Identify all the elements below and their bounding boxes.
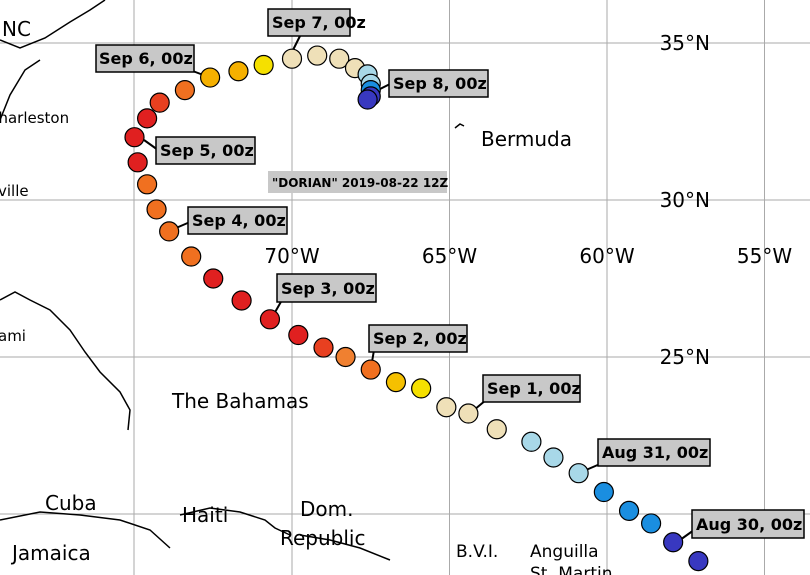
track-point [159,221,180,242]
track-point [688,550,709,572]
track-point [385,372,407,393]
place-label: ami [0,327,26,345]
coastline [0,0,465,561]
coast [454,123,465,129]
date-label: Sep 1, 00z [487,379,581,398]
date-label: Aug 31, 00z [602,443,708,462]
place-label: ville [0,182,29,200]
lat-label: 25°N [660,345,710,369]
track-point [335,346,356,368]
track-point [618,500,640,521]
title-box [268,171,447,193]
date-label: Sep 4, 00z [192,211,286,230]
place-label: Haiti [182,503,228,527]
track-point [357,89,378,110]
track-point [663,532,684,553]
lat-label: 35°N [660,31,710,55]
lat-label: 30°N [660,188,710,212]
track-point [181,246,202,267]
label-box [187,206,288,235]
track-point [411,378,432,399]
track-point [137,108,158,129]
place-label: Cuba [45,491,97,515]
track-point [640,513,662,534]
track-point [124,127,145,148]
label-box [368,324,468,353]
lon-label: 60°W [579,244,634,268]
place-label: The Bahamas [171,389,309,413]
track-point [543,447,564,468]
place-label: Jamaica [10,541,91,565]
place-label: Bermuda [481,127,572,151]
label-box [267,8,351,37]
coast [0,0,106,49]
date-label: Sep 5, 00z [160,141,254,160]
track-point [458,403,479,424]
track-point [137,174,158,195]
coast [0,291,131,431]
date-labels: Sep 7, 00z Sep 6, 00z Sep 8, 00z Sep 5, … [95,8,805,539]
label-box [276,273,377,303]
label-box [155,136,256,165]
track-point [288,324,309,346]
track-point [203,268,224,289]
track-point [486,419,507,440]
lon-label: 65°W [422,244,477,268]
track [124,45,709,572]
track-point [259,309,281,330]
track-point [149,92,170,113]
track-point [200,67,221,88]
coast [0,511,171,549]
track-point [253,54,274,76]
coast [0,59,41,121]
date-label: Sep 8, 00z [393,74,487,93]
coast [179,507,291,536]
track-point [436,397,457,418]
label-box [95,44,195,73]
track-point [521,431,542,452]
storm-title: "DORIAN" 2019-08-22 12Z [272,176,449,190]
place-label: Anguilla [530,542,599,562]
date-label: Sep 2, 00z [373,329,467,348]
track-point [329,48,350,69]
ticks: 70°W 65°W 60°W 55°W 35°N 30°N 25°N [264,31,792,369]
date-label: Sep 3, 00z [281,279,375,298]
track-point [228,61,249,82]
lon-label: 70°W [264,244,319,268]
track-point [174,79,195,101]
place-label: Republic [280,526,365,550]
lon-label: 55°W [737,244,792,268]
date-label: Aug 30, 00z [696,515,802,534]
track-point [593,481,614,503]
label-box [597,438,711,467]
track-point [307,45,328,66]
label-box [388,69,489,98]
place-label: B.V.I. [456,542,498,562]
track-point [281,48,303,69]
date-label: Sep 6, 00z [99,49,193,68]
track-point [127,152,148,173]
place-label: NC [2,17,31,41]
track-point [568,463,589,484]
place-label: Dom. [300,497,353,521]
track-point [231,290,252,311]
coast [299,534,391,561]
track-point [146,199,167,220]
label-box [691,509,805,539]
place-label: St. Martin [530,564,613,575]
label-box [482,374,581,403]
track-point [313,337,334,358]
track-point [360,359,381,380]
date-label: Sep 7, 00z [272,13,366,32]
